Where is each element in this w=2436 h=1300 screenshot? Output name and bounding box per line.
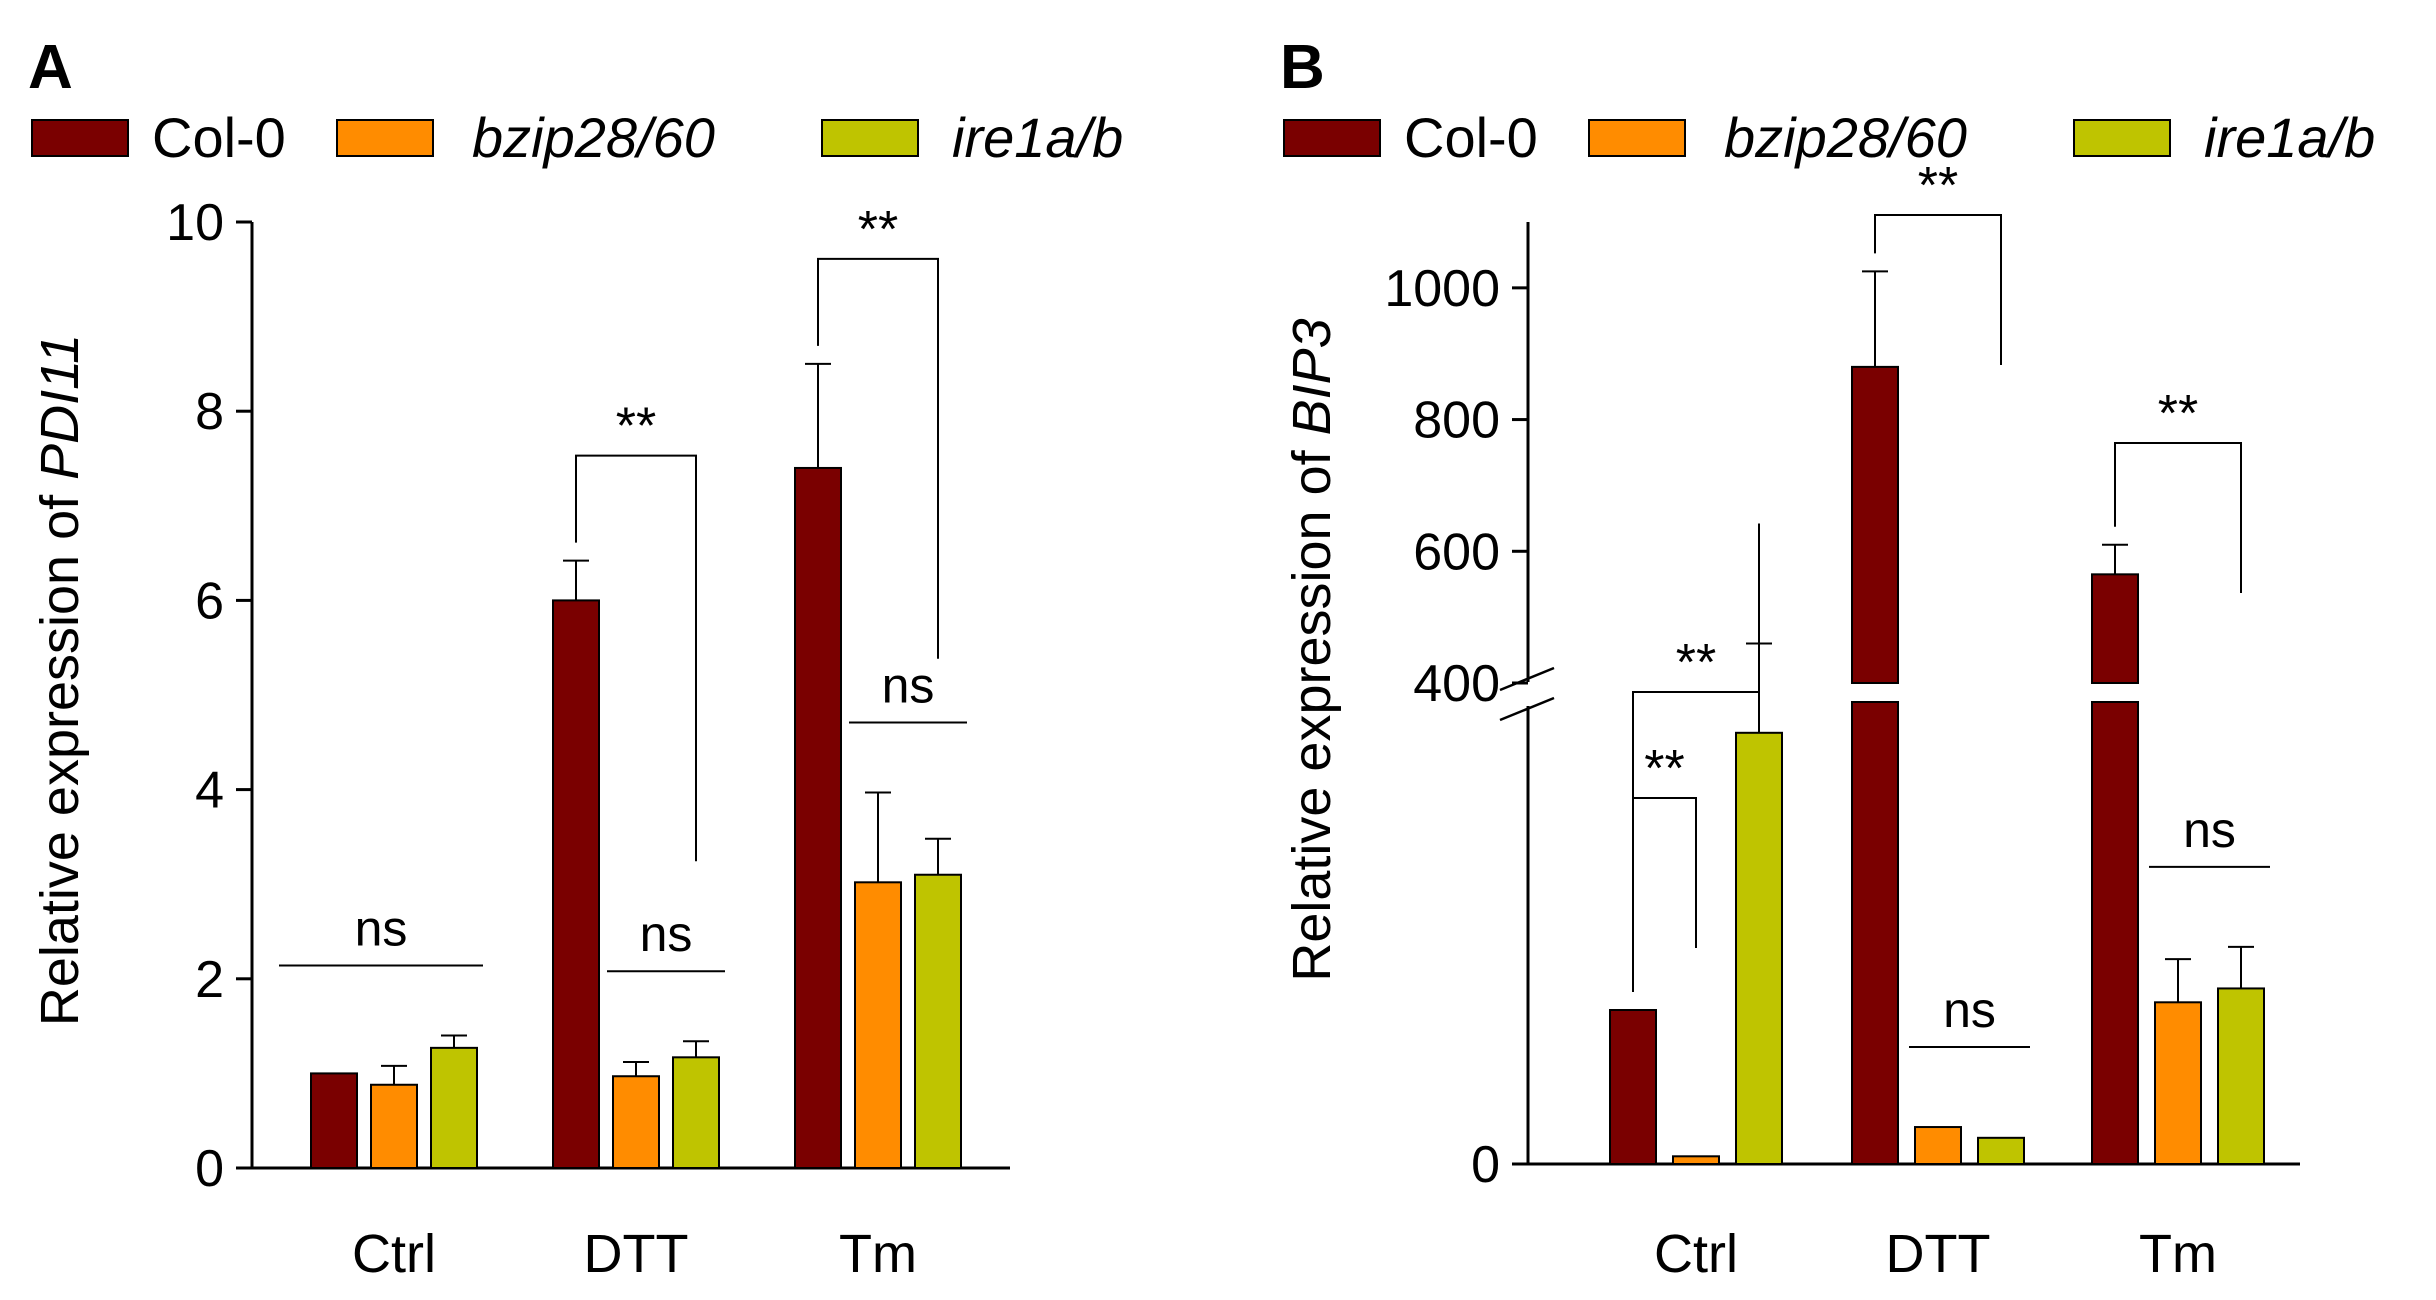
bar <box>855 882 901 1168</box>
significance-bracket <box>1875 215 2001 365</box>
y-tick-label: 2 <box>195 951 224 1009</box>
y-axis-label-gene: PDI11 <box>30 334 90 480</box>
legend-swatch-1 <box>1589 120 1685 156</box>
bar-upper <box>1852 367 1898 683</box>
figure: A B Col-0 bzip28/60 ire1a/b Col-0 bzip28/60… <box>0 0 2436 1300</box>
bar-lower <box>2092 702 2138 1164</box>
y-axis-label: Relative expression of PDI11 <box>30 334 90 1026</box>
x-tick-label: Tm <box>839 1224 917 1284</box>
bar <box>915 875 961 1168</box>
legend-swatch-2 <box>2074 120 2170 156</box>
y-tick-label: 600 <box>1413 523 1500 581</box>
y-tick-label: 0 <box>1471 1136 1500 1194</box>
y-tick-label: 400 <box>1413 655 1500 713</box>
x-tick-label: Tm <box>2139 1224 2217 1284</box>
legend-panel-b: Col-0 bzip28/60 ire1a/b <box>1284 106 2375 169</box>
legend-panel-a: Col-0 bzip28/60 ire1a/b <box>32 106 1123 169</box>
significance-bracket-label: ** <box>1676 634 1716 692</box>
bar <box>1915 1127 1961 1164</box>
ns-line-label: ns <box>640 906 693 962</box>
bar <box>673 1057 719 1168</box>
significance-bracket-label: ** <box>1918 157 1958 215</box>
legend-label-2: ire1a/b <box>2204 106 2375 169</box>
x-tick-label: Ctrl <box>1654 1224 1738 1284</box>
legend-swatch-1 <box>337 120 433 156</box>
y-tick-label: 1000 <box>1384 260 1500 318</box>
ns-line-label: ns <box>1943 982 1996 1038</box>
bar <box>2155 1002 2201 1164</box>
legend-swatch-0 <box>32 120 128 156</box>
significance-bracket <box>2115 443 2241 593</box>
bar <box>613 1076 659 1168</box>
legend-label-0: Col-0 <box>152 106 286 169</box>
bar <box>2218 988 2264 1164</box>
x-tick-label: DTT <box>1886 1224 1991 1284</box>
legend-label-1: bzip28/60 <box>472 106 715 169</box>
significance-bracket-label: ** <box>2158 385 2198 443</box>
bar <box>371 1085 417 1168</box>
legend-swatch-2 <box>822 120 918 156</box>
significance-bracket-label: ** <box>858 201 898 259</box>
y-tick-label: 8 <box>195 383 224 441</box>
ns-line-label: ns <box>2183 802 2236 858</box>
bar <box>1736 733 1782 1164</box>
significance-bracket-label: ** <box>616 398 656 456</box>
bar <box>431 1048 477 1168</box>
legend-label-2: ire1a/b <box>952 106 1123 169</box>
bar <box>795 468 841 1168</box>
x-tick-label: Ctrl <box>352 1224 436 1284</box>
bar <box>1610 1010 1656 1164</box>
bar <box>553 600 599 1168</box>
panel-b-label: B <box>1280 33 1325 102</box>
significance-bracket <box>1633 798 1696 992</box>
panel-a-label: A <box>28 33 73 102</box>
y-tick-label: 0 <box>195 1140 224 1198</box>
bar <box>1673 1156 1719 1164</box>
ns-line-label: ns <box>355 901 408 957</box>
bar-upper <box>2092 574 2138 683</box>
y-axis-label-gene: BIP3 <box>1282 318 1342 435</box>
legend-label-0: Col-0 <box>1404 106 1538 169</box>
y-tick-label: 6 <box>195 572 224 630</box>
y-tick-label: 10 <box>166 194 224 252</box>
bar-lower <box>1852 702 1898 1164</box>
legend-swatch-0 <box>1284 120 1380 156</box>
y-tick-label: 800 <box>1413 392 1500 450</box>
ns-line-label: ns <box>882 657 935 713</box>
chart-panel-a: 0 2 4 6 8 10 Relative expression of PDI11 Ctrl D… <box>30 194 1010 1284</box>
y-axis-label: Relative expression of BIP3 <box>1282 318 1342 981</box>
bar <box>311 1073 357 1168</box>
y-tick-label: 4 <box>195 762 224 820</box>
chart-panel-b: 0 400 600 800 1000 Relative expression of BIP… <box>1282 157 2300 1284</box>
significance-bracket-label: ** <box>1644 740 1684 798</box>
x-tick-label: DTT <box>584 1224 689 1284</box>
bar <box>1978 1138 2024 1164</box>
